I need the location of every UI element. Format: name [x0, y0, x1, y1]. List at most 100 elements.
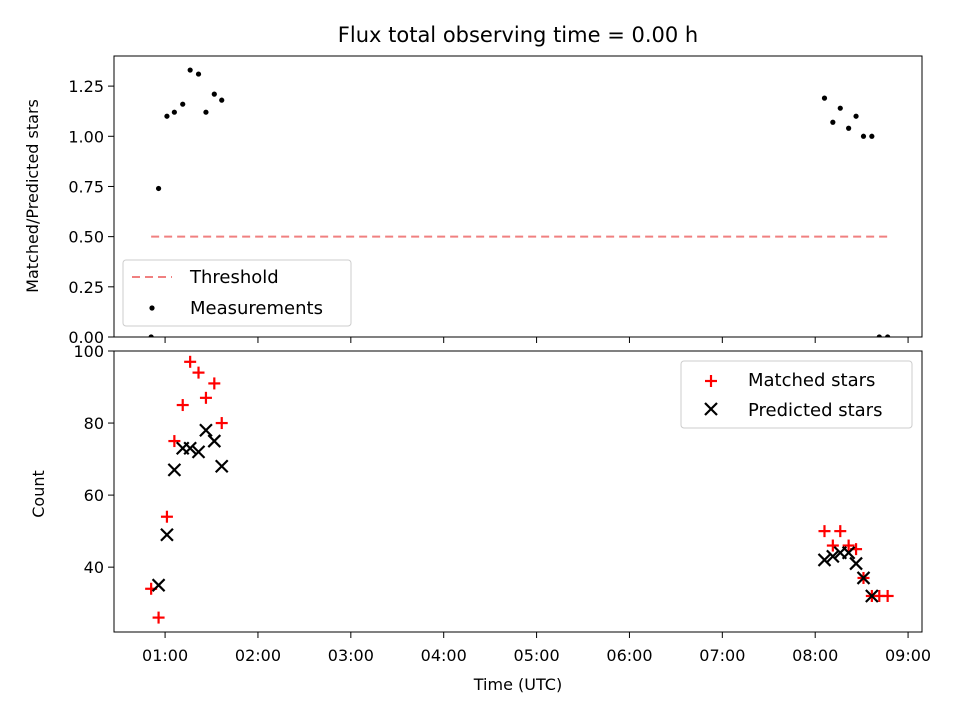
predicted-star-d2 — [817, 553, 832, 567]
matched-star-point — [168, 435, 181, 448]
legend-predicted-swatch — [704, 402, 718, 416]
legend-threshold-label: Threshold — [189, 267, 279, 288]
predicted-star-point — [199, 423, 213, 438]
x-tick-label: 03:00 — [328, 646, 374, 665]
bottom-y-tick-label: 60 — [84, 486, 104, 505]
bottom-y-ticks: 40 60 80 100 — [73, 342, 114, 577]
predicted-star-d2 — [160, 527, 174, 542]
measurement-point — [853, 113, 859, 119]
predicted-star-point — [160, 527, 174, 542]
measurement-point — [211, 91, 217, 97]
predicted-star-point — [865, 589, 879, 603]
measurement-point — [830, 119, 836, 125]
top-legend: Threshold Measurements — [122, 259, 352, 327]
matched-star-point — [184, 355, 197, 368]
top-y-ticks: 0.00 0.25 0.50 0.75 1.00 1.25 — [68, 77, 114, 347]
predicted-star-d2 — [826, 549, 840, 564]
predicted-star-point — [826, 549, 840, 564]
top-y-axis-label: Matched/Predicted stars — [23, 99, 42, 293]
matched-star-point — [842, 539, 855, 552]
x-tick-label: 01:00 — [142, 646, 188, 665]
top-y-tick-label: 1.00 — [68, 127, 104, 146]
measurement-point — [180, 101, 186, 107]
predicted-star-d2 — [856, 571, 871, 585]
predicted-star-point — [151, 578, 166, 592]
bottom-y-axis-label: Count — [29, 470, 48, 518]
bottom-y-tick-label: 80 — [84, 414, 104, 433]
measurement-point — [219, 97, 225, 103]
x-tick-label: 05:00 — [514, 646, 560, 665]
predicted-star-d2 — [151, 578, 166, 592]
top-plot-frame — [113, 55, 923, 338]
matched-star-point — [881, 589, 894, 602]
matched-star-point — [834, 525, 847, 538]
bottom-y-tick-label: 100 — [73, 342, 104, 361]
predicted-star-point — [817, 553, 832, 567]
measurement-point — [195, 71, 202, 77]
matched-star-point — [826, 539, 839, 552]
predicted-star-d2 — [183, 441, 197, 456]
top-x-ticks — [164, 337, 909, 343]
top-y-tick-label: 0.50 — [68, 228, 104, 247]
predicted-star-d2 — [865, 589, 879, 603]
bottom-legend: Matched stars Predicted stars — [680, 360, 913, 429]
predicted-star-point — [167, 463, 182, 477]
predicted-star-d2 — [167, 463, 182, 477]
predicted-star-point — [207, 434, 222, 448]
matched-star-point — [215, 417, 228, 430]
bottom-x-ticks: 01:00 02:00 03:00 04:00 05:00 06:00 07:00 08:00… — [142, 632, 931, 665]
x-tick-label: 04:00 — [421, 646, 467, 665]
predicted-star-point — [183, 441, 197, 456]
predicted-star-point — [214, 459, 229, 474]
top-y-tick-label: 0.00 — [68, 328, 104, 347]
predicted-star-point — [849, 556, 863, 571]
measurement-point — [155, 185, 162, 192]
x-axis-label: Time (UTC) — [473, 675, 562, 694]
matched-stars-points — [145, 355, 894, 624]
measurement-point — [876, 334, 882, 337]
predicted-star-point — [856, 571, 871, 585]
predicted-star-d2 — [199, 423, 213, 438]
bottom-legend-box — [680, 360, 913, 429]
measurement-point — [187, 67, 193, 73]
x-tick-label: 09:00 — [885, 646, 931, 665]
measurement-point — [148, 334, 154, 337]
predicted-star-d2 — [207, 434, 222, 448]
top-y-tick-label: 0.25 — [68, 278, 104, 297]
matched-star-point — [192, 366, 205, 379]
measurement-point — [171, 109, 177, 115]
measurement-point — [860, 133, 867, 139]
matched-star-point — [208, 377, 221, 390]
measurement-point — [869, 133, 875, 139]
top-panel: 0.00 0.25 0.50 0.75 1.00 1.25 Matched/Predict… — [23, 55, 923, 347]
x-tick-label: 06:00 — [606, 646, 652, 665]
matched-star-point — [818, 525, 831, 538]
predicted-star-d2 — [849, 556, 863, 571]
predicted-star-point — [841, 545, 856, 560]
predicted-star-point — [191, 445, 206, 459]
predicted-stars-points — [151, 423, 879, 603]
measurement-point — [821, 95, 828, 101]
measurement-point — [846, 125, 852, 131]
legend-matched-swatch — [705, 375, 717, 387]
x-tick-label: 02:00 — [235, 646, 281, 665]
legend-measurements-label: Measurements — [190, 298, 323, 319]
top-legend-box — [122, 259, 352, 327]
legend-predicted-label: Predicted stars — [748, 400, 882, 421]
chart-title: Flux total observing time = 0.00 h — [338, 23, 698, 47]
bottom-panel: 40 60 80 100 01:00 02:00 03:00 04:00 05:00 06:00… — [29, 342, 931, 694]
x-tick-label: 08:00 — [792, 646, 838, 665]
measurement-point — [885, 334, 891, 337]
measurement-point — [203, 109, 209, 115]
legend-matched-label: Matched stars — [748, 370, 875, 391]
measurement-points — [148, 67, 891, 337]
matched-star-point — [160, 510, 173, 523]
matched-star-point — [199, 391, 212, 404]
measurement-point — [837, 105, 843, 111]
top-y-tick-label: 1.25 — [68, 77, 104, 96]
x-tick-label: 07:00 — [699, 646, 745, 665]
top-y-tick-label: 0.75 — [68, 177, 104, 196]
predicted-star-d2 — [191, 445, 206, 459]
predicted-star-d2 — [214, 459, 229, 474]
